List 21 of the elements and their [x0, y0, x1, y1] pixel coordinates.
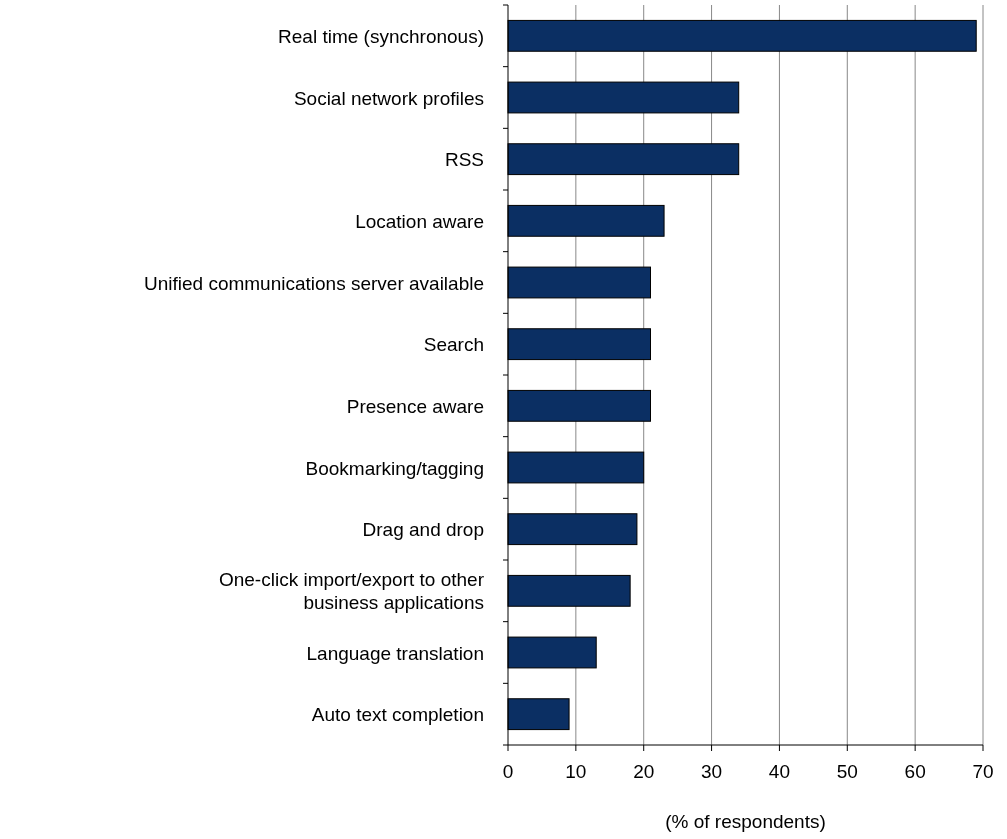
y-tick-label: One-click import/export to other business applications: [218, 569, 485, 614]
y-tick-label: Search: [423, 334, 484, 356]
y-tick-label: Location aware: [355, 210, 484, 232]
x-tick-label: 50: [836, 761, 858, 782]
y-tick-label: Unified communications server available: [143, 272, 484, 294]
y-tick-label: Language translation: [306, 642, 484, 664]
x-axis-title: (% of respondents): [665, 811, 826, 832]
y-tick-label: Real time (synchronous): [278, 25, 484, 47]
x-tick-label: 70: [972, 761, 994, 782]
x-tick-label: 20: [633, 761, 655, 782]
y-tick-label: Auto text completion: [311, 704, 484, 726]
x-tick-label: 60: [904, 761, 926, 782]
x-tick-label: 30: [701, 761, 723, 782]
y-tick-label: Drag and drop: [362, 519, 484, 541]
y-tick-label: RSS: [444, 149, 484, 171]
y-tick-label: Bookmarking/tagging: [305, 457, 484, 479]
y-tick-label: Social network profiles: [293, 87, 484, 109]
x-tick-label: 10: [565, 761, 587, 782]
y-tick-label: Presence aware: [346, 395, 484, 417]
x-tick-label: 40: [768, 761, 790, 782]
x-tick-label: 0: [502, 761, 514, 782]
